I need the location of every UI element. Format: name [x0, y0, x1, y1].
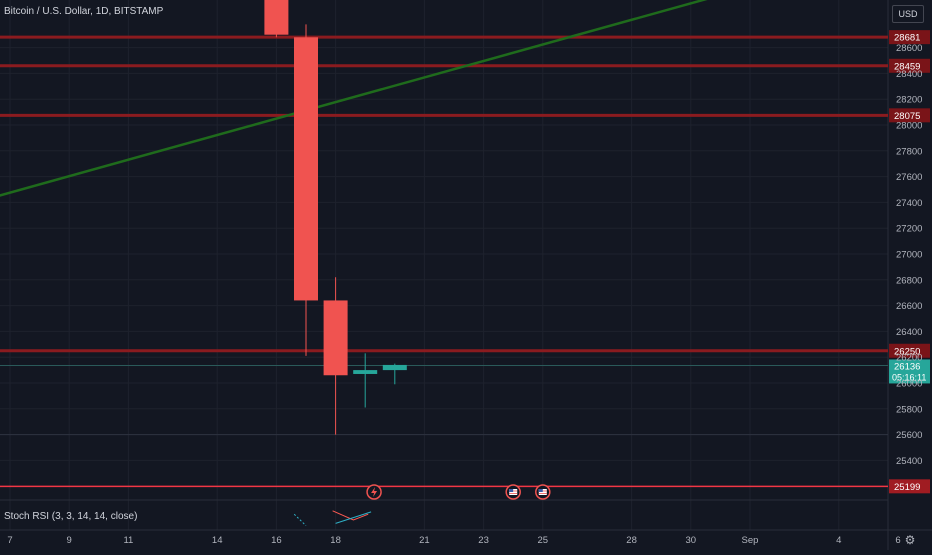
- y-tick-label: 27600: [896, 172, 922, 183]
- x-tick-label: 21: [419, 535, 430, 546]
- x-tick-label: 7: [7, 535, 12, 546]
- x-tick-label: 9: [67, 535, 72, 546]
- x-tick-label: 11: [123, 535, 133, 546]
- candles: [264, 0, 407, 435]
- candle[interactable]: [382, 363, 407, 385]
- level-label-bg: [889, 30, 930, 45]
- y-tick-label: 27800: [896, 146, 922, 157]
- level-label: 28075: [894, 111, 920, 122]
- candle[interactable]: [353, 353, 378, 408]
- x-tick-label: 25: [538, 535, 549, 546]
- level-label: 28459: [894, 61, 920, 72]
- x-tick-label: 28: [626, 535, 637, 546]
- y-tick-label: 27000: [896, 250, 922, 261]
- y-tick-label: 26600: [896, 301, 922, 312]
- y-tick-label: 28000: [896, 121, 922, 132]
- y-tick-label: 26400: [896, 327, 922, 338]
- x-tick-label: 16: [271, 535, 282, 546]
- candle-body: [353, 370, 378, 374]
- stoch-rsi-pane: [293, 510, 372, 527]
- y-tick-label: 28200: [896, 95, 922, 106]
- y-tick-label: 28600: [896, 43, 922, 54]
- lightning-icon[interactable]: [366, 484, 382, 500]
- trend-line-layer: [0, 0, 708, 197]
- currency-button[interactable]: USD: [892, 5, 924, 23]
- level-label-bg: [889, 343, 930, 358]
- candle-body: [382, 364, 407, 371]
- x-tick-label: 18: [330, 535, 341, 546]
- y-tick-label: 27400: [896, 198, 922, 209]
- y-tick-label: 28400: [896, 69, 922, 80]
- candle-body: [323, 300, 348, 376]
- y-tick-label: 26800: [896, 275, 922, 286]
- us-flag-icon[interactable]: [535, 484, 551, 500]
- y-tick-label: 27200: [896, 224, 922, 235]
- event-markers: [366, 484, 551, 500]
- stoch-d-line: [332, 510, 369, 521]
- level-label-bg: [889, 58, 930, 73]
- x-tick-label: Sep: [742, 535, 759, 546]
- level-label: 26250: [894, 346, 920, 357]
- stoch-k-line-2: [335, 511, 372, 524]
- x-tick-label: 14: [212, 535, 223, 546]
- axes: 25400 25600 25800 26000 26200 26400 26600 26800…: [7, 43, 922, 546]
- y-tick-label: 25600: [896, 430, 922, 441]
- y-tick-label: 26000: [896, 379, 922, 390]
- candle[interactable]: [323, 277, 348, 435]
- trend-line: [0, 0, 708, 197]
- x-tick-label: 4: [836, 535, 841, 546]
- candle-body: [264, 0, 289, 35]
- flag-canton: [538, 489, 543, 492]
- level-label: 28681: [894, 33, 920, 44]
- candle-body: [294, 37, 318, 301]
- lightning-glyph: [371, 487, 378, 497]
- x-tick-label: 30: [686, 535, 697, 546]
- x-tick-label: 23: [478, 535, 489, 546]
- us-flag-icon[interactable]: [505, 484, 521, 500]
- flag-canton: [509, 489, 514, 492]
- symbol-title[interactable]: Bitcoin / U.S. Dollar, 1D, BITSTAMP: [4, 6, 164, 17]
- countdown-label: 05:16:11: [892, 372, 926, 382]
- level-label-bg: [889, 479, 930, 494]
- candle[interactable]: [294, 24, 318, 356]
- current-price-label: 26136: [894, 361, 920, 372]
- indicator-title[interactable]: Stoch RSI (3, 3, 14, 14, close): [4, 511, 138, 522]
- x-tick-label: 6: [895, 535, 900, 546]
- y-tick-label: 25800: [896, 404, 922, 415]
- gear-icon[interactable]: ⚙: [904, 533, 916, 547]
- stoch-k-line: [293, 513, 307, 527]
- level-label: 25199: [894, 482, 920, 493]
- y-tick-label: 25400: [896, 456, 922, 467]
- current-price-label-bg: [889, 359, 930, 384]
- candle[interactable]: [264, 0, 289, 38]
- level-label-bg: [889, 108, 930, 123]
- y-tick-label: 26200: [896, 353, 922, 364]
